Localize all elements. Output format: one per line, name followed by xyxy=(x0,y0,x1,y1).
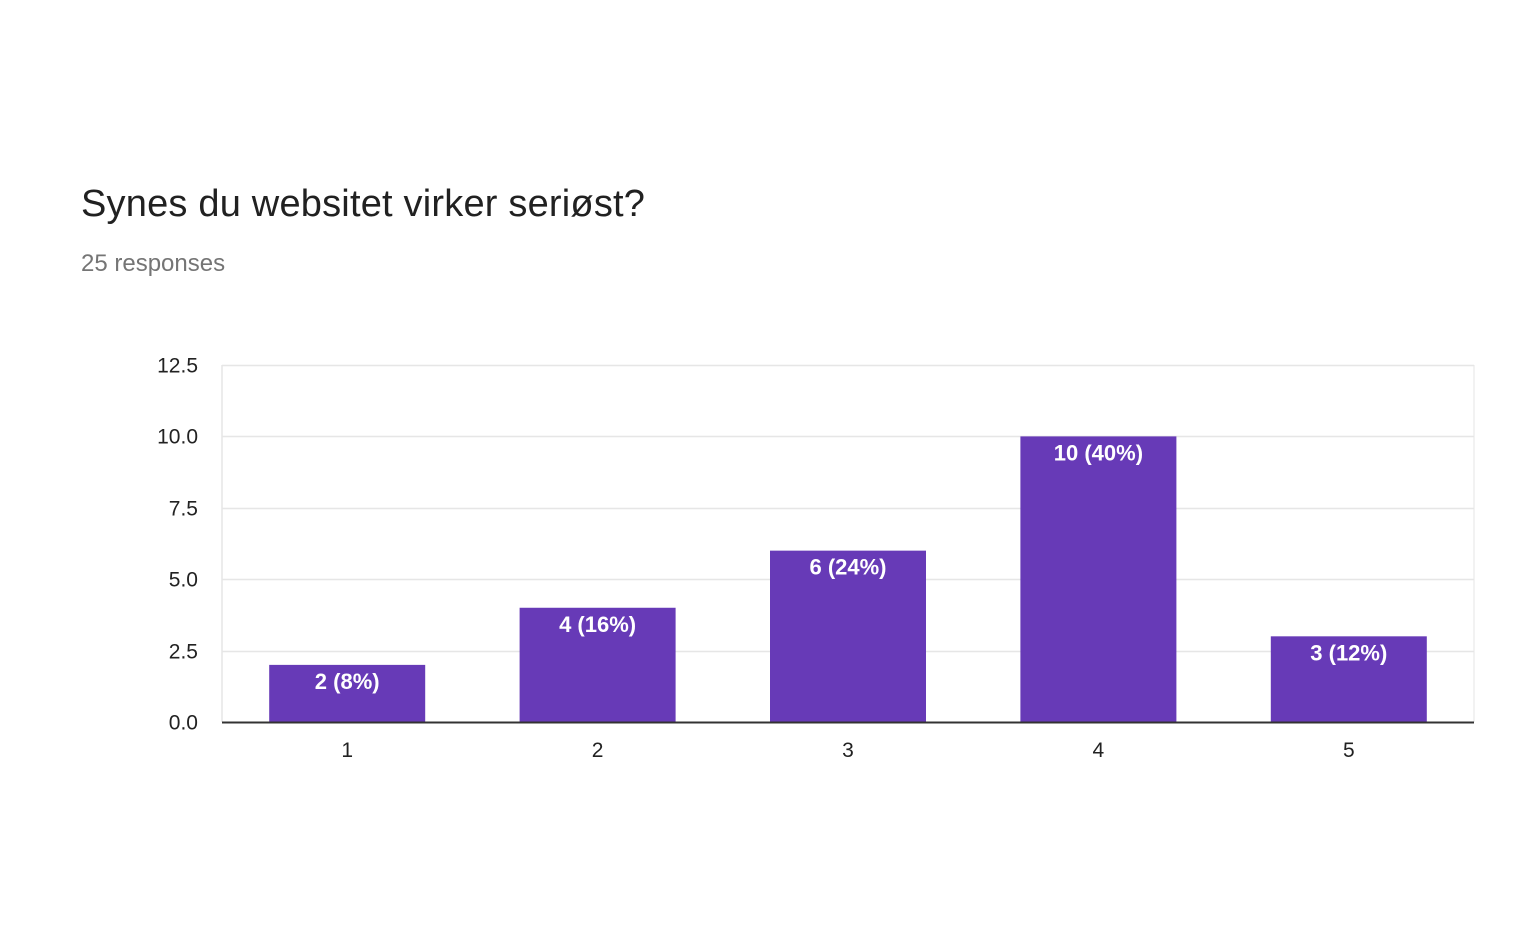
y-tick-label: 12.5 xyxy=(157,355,198,378)
bar[interactable] xyxy=(770,550,926,722)
bar-data-label: 10 (40%) xyxy=(1054,440,1143,465)
x-tick-label: 3 xyxy=(842,739,854,762)
y-tick-label: 10.0 xyxy=(157,426,198,449)
bar-data-label: 6 (24%) xyxy=(809,555,886,580)
x-tick-label: 4 xyxy=(1093,739,1105,762)
y-tick-label: 5.0 xyxy=(169,569,198,592)
chart-title: Synes du websitet virker seriøst? xyxy=(81,183,646,225)
x-tick-label: 2 xyxy=(592,739,604,762)
bar-data-label: 4 (16%) xyxy=(559,612,636,637)
bar[interactable] xyxy=(1020,436,1177,722)
x-tick-label: 1 xyxy=(341,739,353,762)
bar-data-label: 2 (8%) xyxy=(315,669,380,694)
bar-data-label: 3 (12%) xyxy=(1310,640,1387,665)
y-tick-label: 0.0 xyxy=(169,712,198,735)
y-tick-label: 7.5 xyxy=(169,498,198,521)
bar[interactable] xyxy=(269,664,426,722)
x-tick-label: 5 xyxy=(1343,739,1355,762)
bar[interactable] xyxy=(519,607,676,722)
y-tick-label: 2.5 xyxy=(169,641,198,664)
bar[interactable] xyxy=(1270,636,1427,722)
response-count: 25 responses xyxy=(81,250,226,277)
